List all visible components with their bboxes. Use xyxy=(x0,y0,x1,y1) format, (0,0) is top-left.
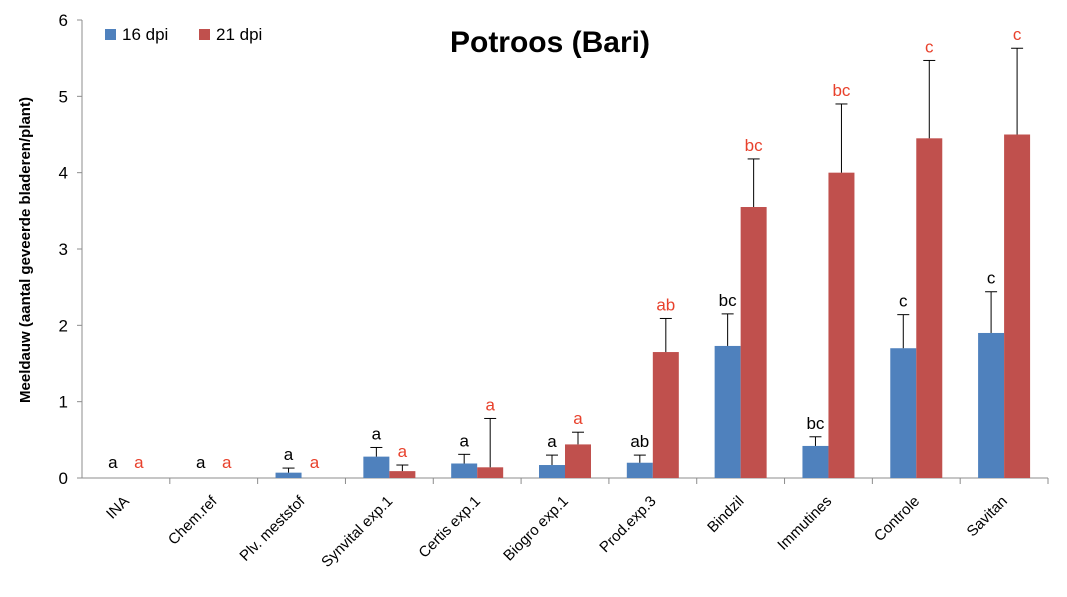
bar xyxy=(275,472,302,478)
x-tick-label: Bindzil xyxy=(704,493,747,536)
bar xyxy=(740,207,767,478)
x-tick-label: Chem.ref xyxy=(165,492,221,548)
y-axis-label: Meeldauw (aantal geveerde bladeren/plant… xyxy=(17,97,34,403)
bar xyxy=(978,332,1005,478)
legend-swatch-21dpi xyxy=(199,29,210,40)
x-tick-label: Prod.exp.3 xyxy=(596,493,659,556)
bar xyxy=(714,345,741,478)
bar xyxy=(828,172,855,478)
legend-swatch-16dpi xyxy=(105,29,116,40)
significance-label: c xyxy=(899,292,908,311)
y-tick-label: 3 xyxy=(59,240,68,259)
plot-area: 0 1 2 3 4 5 6 INA Chem.ref Plv. meststof Synvital … xyxy=(59,11,1049,571)
bar xyxy=(451,463,478,478)
bar xyxy=(1004,134,1031,478)
x-tick-label: Biogro exp.1 xyxy=(500,493,572,565)
chart-title: Potroos (Bari) xyxy=(450,26,650,59)
significance-label: ab xyxy=(630,432,649,451)
significance-label: a xyxy=(222,453,232,472)
significance-label: bc xyxy=(745,136,763,155)
significance-label: a xyxy=(372,424,382,443)
x-tick-label: INA xyxy=(103,493,133,523)
bar xyxy=(802,445,829,478)
significance-label: c xyxy=(1013,25,1022,44)
bar xyxy=(389,471,416,478)
significance-label: a xyxy=(310,453,320,472)
x-tick-label: Synvital exp.1 xyxy=(318,493,396,571)
significance-label: a xyxy=(134,453,144,472)
significance-label: bc xyxy=(806,414,824,433)
y-tick-label: 5 xyxy=(59,87,68,106)
significance-label: a xyxy=(485,395,495,414)
significance-label: a xyxy=(459,431,469,450)
x-tick-label: Controle xyxy=(871,493,923,545)
significance-label: ab xyxy=(656,295,675,314)
bar xyxy=(626,462,653,478)
y-tick-label: 1 xyxy=(59,393,68,412)
significance-label: a xyxy=(573,409,583,428)
x-tick-label: Plv. meststof xyxy=(236,492,309,565)
significance-label: c xyxy=(987,269,996,288)
significance-label: a xyxy=(108,453,118,472)
significance-label: bc xyxy=(832,81,850,100)
y-tick-label: 2 xyxy=(59,316,68,335)
significance-label: a xyxy=(284,445,294,464)
x-tick-label: Savitan xyxy=(964,493,1011,540)
legend: 16 dpi 21 dpi xyxy=(105,25,262,44)
x-tick-label: Immutines xyxy=(774,493,835,554)
bar xyxy=(916,138,943,479)
significance-label: a xyxy=(196,453,206,472)
y-tick-label: 0 xyxy=(59,469,68,488)
legend-label-16dpi: 16 dpi xyxy=(122,25,168,44)
bar xyxy=(363,456,390,478)
x-tick-label: Certis exp.1 xyxy=(415,493,484,562)
significance-label: a xyxy=(547,432,557,451)
y-tick-label: 6 xyxy=(59,11,68,30)
bar xyxy=(652,352,679,478)
significance-label: bc xyxy=(719,291,737,310)
bar xyxy=(539,465,565,478)
bar xyxy=(890,348,917,478)
bar xyxy=(565,444,591,478)
legend-label-21dpi: 21 dpi xyxy=(216,25,262,44)
bar xyxy=(477,467,504,478)
significance-label: c xyxy=(925,37,934,56)
significance-label: a xyxy=(398,442,408,461)
y-tick-label: 4 xyxy=(59,164,68,183)
